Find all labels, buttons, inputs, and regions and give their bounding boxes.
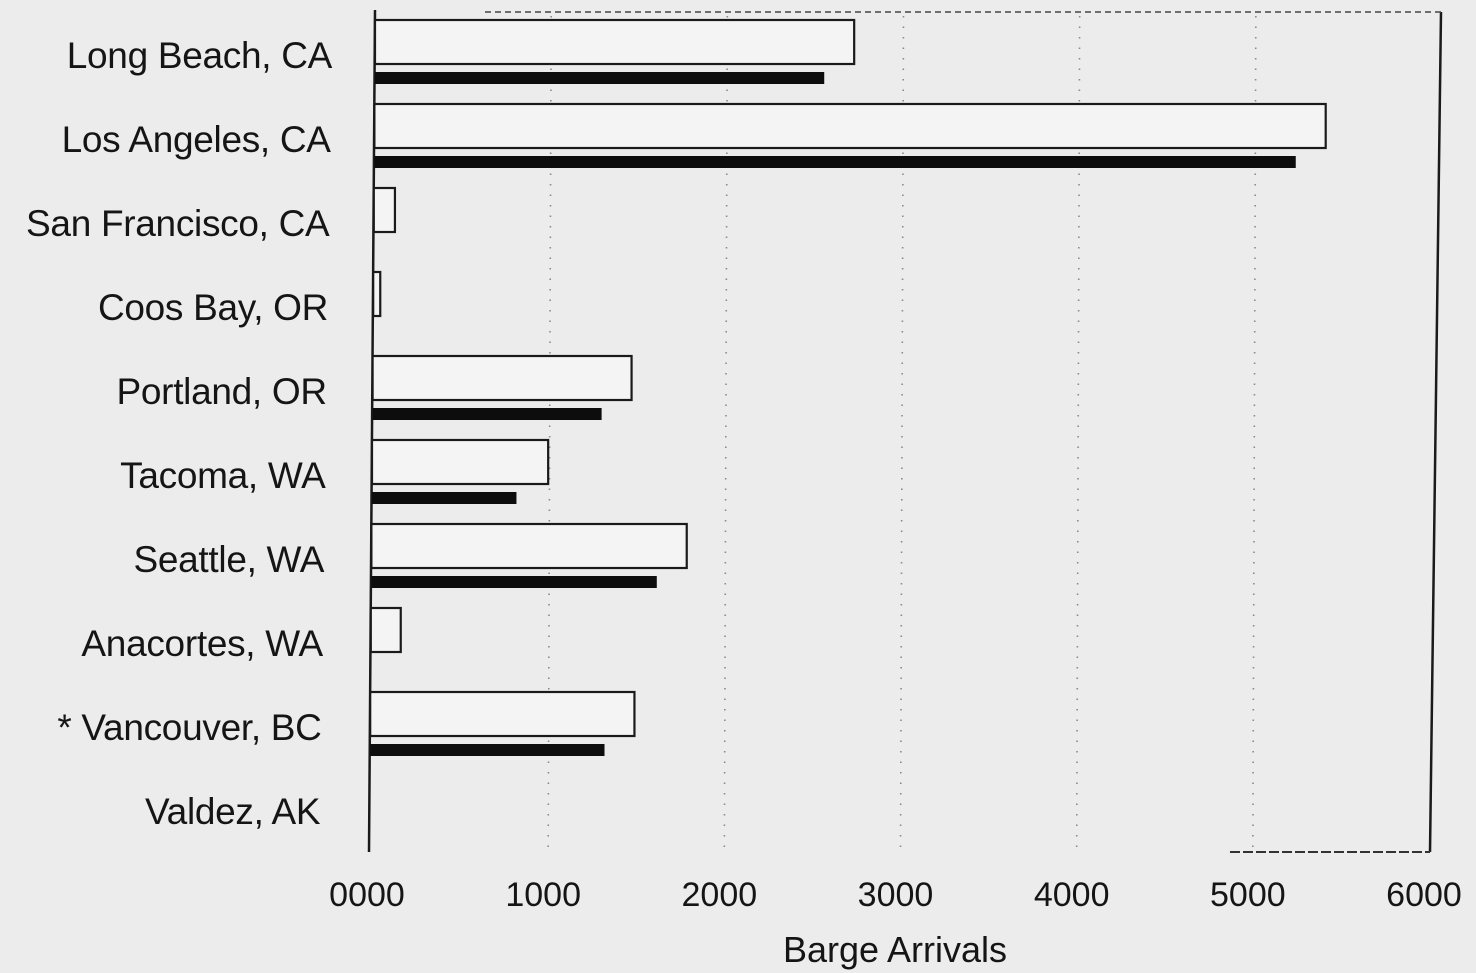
x-tick-label: 0000 — [329, 876, 405, 914]
bar-open — [372, 270, 382, 318]
bar-solid — [372, 408, 602, 420]
category-label: Long Beach, CA — [67, 35, 333, 76]
right-frame-line — [1428, 11, 1443, 853]
category-label: Coos Bay, OR — [98, 287, 328, 328]
bars — [369, 18, 1327, 756]
bar-open — [373, 18, 856, 66]
category-label: Anacortes, WA — [81, 623, 323, 664]
bar-solid — [372, 492, 517, 504]
bar-open — [373, 102, 1327, 150]
x-tick-label: 5000 — [1210, 876, 1286, 914]
category-labels: Long Beach, CA Los Angeles, CA San Francis… — [26, 35, 333, 832]
bar-solid — [371, 576, 657, 588]
category-label: San Francisco, CA — [26, 203, 330, 244]
bar-solid — [375, 72, 825, 84]
bar-open — [369, 690, 636, 738]
bar-open — [372, 186, 397, 234]
bar-open — [370, 522, 688, 570]
bar-solid — [370, 744, 605, 756]
category-label: Los Angeles, CA — [62, 119, 332, 160]
x-tick-label: 4000 — [1034, 876, 1110, 914]
bar-open — [370, 438, 550, 486]
category-label: Valdez, AK — [145, 791, 321, 832]
category-label: Portland, OR — [117, 371, 327, 412]
bar-open — [369, 606, 402, 654]
category-label: * Vancouver, BC — [57, 707, 321, 748]
x-tick-label: 3000 — [858, 876, 934, 914]
x-tick-label: 6000 — [1386, 876, 1462, 914]
x-tick-labels: 0000 1000 2000 3000 4000 5000 6000 — [329, 876, 1462, 914]
category-label: Seattle, WA — [134, 539, 325, 580]
x-tick-label: 1000 — [505, 876, 581, 914]
bar-solid — [374, 156, 1296, 168]
category-label: Tacoma, WA — [120, 455, 326, 496]
bar-open — [371, 354, 633, 402]
x-axis-title: Barge Arrivals — [783, 929, 1007, 970]
x-tick-label: 2000 — [682, 876, 758, 914]
